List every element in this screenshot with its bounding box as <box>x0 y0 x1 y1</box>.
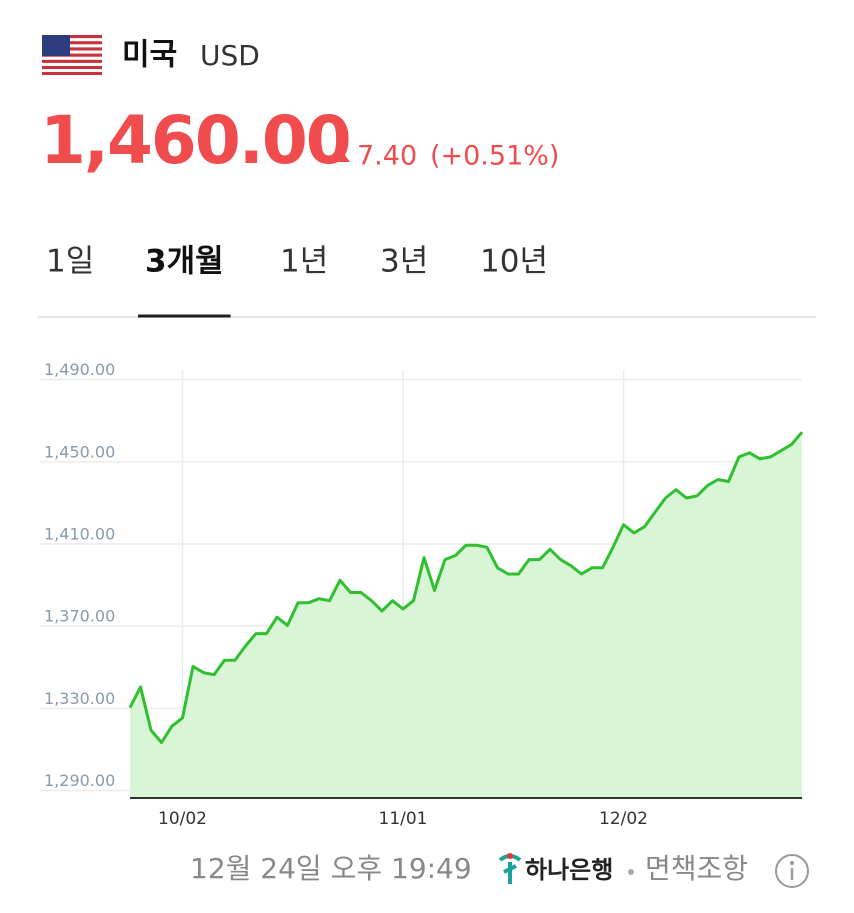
line <box>128 431 804 744</box>
disclaimer-link[interactable]: 면책조항 <box>645 852 748 885</box>
separator-dot <box>628 869 634 875</box>
y-tick-label: 1,290.00 <box>44 771 115 790</box>
tab[interactable]: 1년 <box>280 244 328 280</box>
timestamp: 12월 24일 오후 19:49 <box>190 852 472 885</box>
us-flag <box>42 35 102 75</box>
x-tick-label: 11/01 <box>379 809 428 829</box>
chart: 1,290.00 1,330.00 1,370.00 1,410.00 1,450.00… <box>40 360 804 829</box>
currency: USD <box>200 39 260 72</box>
info-icon[interactable] <box>775 854 809 888</box>
x-tick-label: 12/02 <box>599 809 648 829</box>
tab[interactable]: 10년 <box>480 244 548 280</box>
country: 미국 <box>122 38 177 73</box>
x-tick-label: 10/02 <box>158 809 207 829</box>
bank-name: 하나은행 <box>525 856 613 884</box>
y-tick-label: 1,490.00 <box>44 360 115 379</box>
y-tick-label: 1,370.00 <box>44 607 115 626</box>
area <box>130 432 802 798</box>
up-arrow <box>332 150 350 162</box>
y-tick-label: 1,450.00 <box>44 442 115 461</box>
tab[interactable]: 3개월 <box>145 244 224 280</box>
bank-logo <box>498 853 522 884</box>
tab-bar: 1일 3개월 1년 3년 10년 <box>46 244 548 318</box>
y-tick-label: 1,410.00 <box>44 524 115 543</box>
tab[interactable]: 1일 <box>46 244 94 280</box>
y-tick-label: 1,330.00 <box>44 689 115 708</box>
tab[interactable]: 3년 <box>380 244 428 280</box>
change-percent: (+0.51%) <box>430 141 559 172</box>
change: 7.40 <box>357 141 417 172</box>
price: 1,460.00 <box>40 102 350 179</box>
